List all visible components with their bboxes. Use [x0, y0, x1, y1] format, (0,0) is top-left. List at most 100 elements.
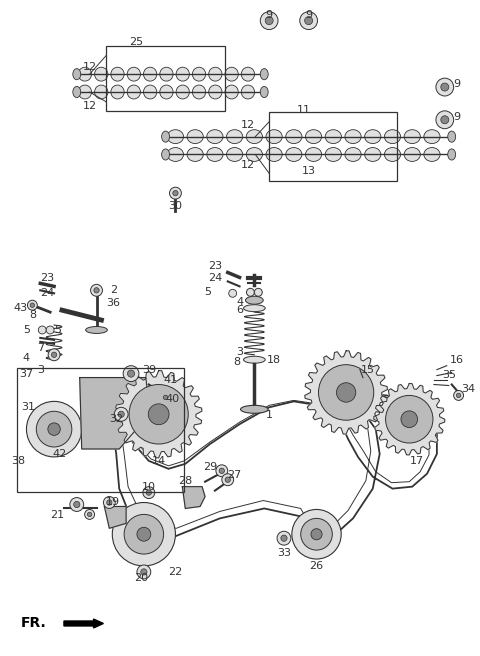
- Ellipse shape: [241, 85, 254, 99]
- Ellipse shape: [176, 85, 190, 99]
- Text: 38: 38: [12, 456, 25, 466]
- Ellipse shape: [160, 67, 173, 81]
- Text: 19: 19: [106, 497, 120, 506]
- Ellipse shape: [241, 67, 254, 81]
- Circle shape: [319, 365, 374, 420]
- Text: 32: 32: [109, 414, 123, 424]
- Ellipse shape: [207, 130, 223, 144]
- Ellipse shape: [404, 130, 420, 144]
- Circle shape: [48, 423, 60, 436]
- Text: 3: 3: [37, 365, 44, 375]
- Ellipse shape: [384, 148, 401, 161]
- Bar: [107, 47, 225, 111]
- Text: 21: 21: [50, 510, 64, 520]
- FancyArrow shape: [64, 619, 103, 628]
- Circle shape: [27, 300, 37, 310]
- Circle shape: [173, 190, 178, 196]
- Bar: [17, 367, 184, 491]
- Ellipse shape: [95, 67, 108, 81]
- Text: 33: 33: [277, 548, 291, 558]
- Ellipse shape: [95, 85, 108, 99]
- Ellipse shape: [225, 85, 238, 99]
- Circle shape: [441, 83, 449, 91]
- Text: 9: 9: [453, 112, 460, 122]
- Text: 4: 4: [23, 353, 30, 363]
- Ellipse shape: [305, 148, 322, 161]
- Text: 10: 10: [142, 482, 156, 491]
- Ellipse shape: [160, 85, 173, 99]
- Circle shape: [137, 527, 151, 541]
- Text: 22: 22: [168, 567, 182, 577]
- Ellipse shape: [111, 85, 124, 99]
- Ellipse shape: [192, 67, 205, 81]
- Ellipse shape: [227, 130, 243, 144]
- Circle shape: [137, 565, 151, 579]
- Circle shape: [436, 111, 454, 129]
- Polygon shape: [80, 378, 149, 449]
- Circle shape: [265, 16, 273, 25]
- Ellipse shape: [187, 130, 203, 144]
- Circle shape: [163, 395, 168, 400]
- Circle shape: [87, 512, 92, 517]
- Ellipse shape: [246, 130, 263, 144]
- Ellipse shape: [243, 356, 265, 363]
- Text: 24: 24: [208, 274, 222, 283]
- Text: 8: 8: [233, 357, 240, 367]
- Circle shape: [103, 497, 115, 508]
- Circle shape: [91, 284, 102, 297]
- Circle shape: [311, 529, 322, 540]
- Circle shape: [141, 569, 147, 575]
- Ellipse shape: [365, 130, 381, 144]
- Ellipse shape: [448, 131, 456, 142]
- Circle shape: [301, 518, 332, 550]
- Text: 24: 24: [40, 288, 54, 298]
- Text: 6: 6: [236, 305, 243, 315]
- Text: 5: 5: [204, 287, 212, 297]
- Ellipse shape: [325, 130, 341, 144]
- Text: FR.: FR.: [21, 617, 46, 630]
- Polygon shape: [182, 487, 205, 508]
- Ellipse shape: [345, 148, 361, 161]
- Text: 41: 41: [164, 375, 178, 384]
- Circle shape: [148, 404, 169, 424]
- Text: 25: 25: [129, 37, 143, 47]
- Ellipse shape: [127, 85, 141, 99]
- Ellipse shape: [78, 85, 92, 99]
- Ellipse shape: [246, 148, 263, 161]
- Circle shape: [281, 535, 287, 541]
- Ellipse shape: [286, 130, 302, 144]
- Circle shape: [114, 407, 128, 421]
- Circle shape: [254, 289, 262, 297]
- Text: 39: 39: [142, 365, 156, 375]
- Ellipse shape: [243, 304, 265, 312]
- Ellipse shape: [286, 148, 302, 161]
- Ellipse shape: [73, 69, 81, 80]
- Circle shape: [129, 384, 188, 444]
- Circle shape: [169, 187, 181, 199]
- Circle shape: [454, 390, 464, 400]
- Text: 14: 14: [152, 456, 166, 466]
- Ellipse shape: [225, 67, 238, 81]
- Ellipse shape: [245, 297, 263, 304]
- Text: 27: 27: [228, 470, 242, 480]
- Ellipse shape: [266, 148, 282, 161]
- Circle shape: [260, 12, 278, 30]
- Polygon shape: [374, 384, 445, 455]
- Circle shape: [107, 500, 112, 505]
- Circle shape: [336, 382, 356, 402]
- Circle shape: [401, 411, 418, 428]
- Ellipse shape: [384, 130, 401, 144]
- Circle shape: [94, 287, 99, 293]
- Text: 12: 12: [240, 160, 254, 171]
- Polygon shape: [115, 371, 202, 458]
- Text: 15: 15: [361, 365, 375, 375]
- Circle shape: [305, 16, 312, 25]
- Ellipse shape: [209, 85, 222, 99]
- Circle shape: [26, 401, 82, 457]
- Ellipse shape: [187, 148, 203, 161]
- Text: 7: 7: [36, 343, 44, 353]
- Polygon shape: [105, 506, 126, 528]
- Circle shape: [436, 78, 454, 96]
- Ellipse shape: [448, 149, 456, 160]
- Ellipse shape: [365, 148, 381, 161]
